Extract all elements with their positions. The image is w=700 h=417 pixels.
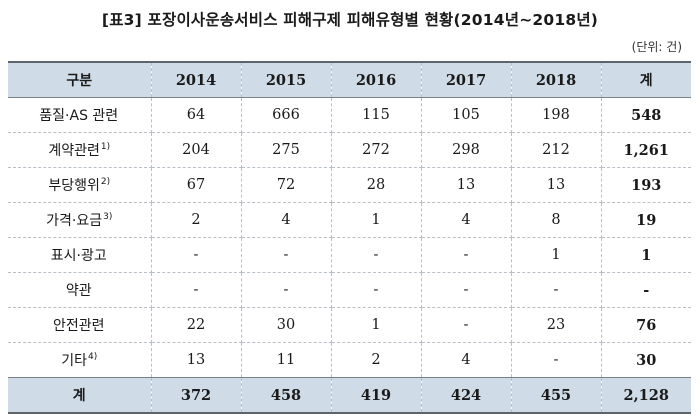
cell-value: - [421, 237, 512, 273]
row-label: 표시·광고 [8, 237, 152, 273]
cell-value: 298 [421, 132, 512, 168]
footnote-marker: 1) [100, 142, 111, 153]
header-category: 구분 [8, 61, 152, 98]
footnote-marker: 2) [100, 177, 111, 188]
cell-value: - [241, 272, 332, 308]
cell-value: 272 [331, 132, 422, 168]
row-label: 기타4) [8, 342, 152, 378]
unit-label: (단위: 건) [631, 40, 682, 54]
header-year-2017: 2017 [421, 61, 512, 98]
row-label-text: 가격·요금 [46, 213, 103, 229]
total-row-label: 계 [8, 377, 152, 414]
cell-value: 72 [241, 167, 332, 203]
table-row: 약관 - - - - - - [8, 272, 691, 308]
cell-value: 13 [511, 167, 602, 203]
cell-value: - [331, 237, 422, 273]
cell-row-total: 30 [601, 342, 691, 378]
cell-value: 8 [511, 202, 602, 238]
cell-value: 115 [331, 97, 422, 133]
cell-row-total: 19 [601, 202, 691, 238]
footnote-marker: 3) [103, 212, 113, 223]
cell-value: 4 [421, 342, 512, 378]
table-row: 표시·광고 - - - - 1 1 [8, 237, 691, 273]
cell-value: 64 [151, 97, 242, 133]
row-label: 약관 [8, 272, 152, 308]
cell-value: 1 [511, 237, 602, 273]
row-label: 부당행위2) [8, 167, 152, 203]
footnote-marker: 4) [88, 352, 98, 363]
cell-value: 13 [151, 342, 242, 378]
cell-value: 1 [331, 307, 422, 343]
cell-year-total: 372 [151, 377, 242, 414]
cell-year-total: 424 [421, 377, 512, 414]
cell-year-total: 419 [331, 377, 422, 414]
cell-value: 2 [331, 342, 422, 378]
header-year-2014: 2014 [151, 61, 242, 98]
cell-value: 4 [421, 202, 512, 238]
row-label-text: 부당행위 [48, 178, 100, 194]
header-total: 계 [601, 61, 691, 98]
cell-value: 13 [421, 167, 512, 203]
row-label: 안전관련 [8, 307, 152, 343]
cell-value: 275 [241, 132, 332, 168]
cell-grand-total: 2,128 [601, 377, 691, 414]
cell-row-total: 193 [601, 167, 691, 203]
row-label-text: 표시·광고 [50, 248, 107, 264]
cell-value: 30 [241, 307, 332, 343]
row-label-text: 약관 [65, 283, 92, 299]
table-header-row: 구분 2014 2015 2016 2017 2018 계 [8, 61, 691, 98]
cropped-footnote-area [0, 408, 700, 417]
row-label-text: 기타 [61, 353, 87, 369]
cell-value: - [511, 272, 602, 308]
cell-value: - [421, 272, 512, 308]
cell-row-total: 76 [601, 307, 691, 343]
cell-row-total: 1 [601, 237, 691, 273]
table-row: 가격·요금3) 2 4 1 4 8 19 [8, 202, 691, 238]
cell-value: - [151, 272, 242, 308]
cell-value: 204 [151, 132, 242, 168]
cell-value: 4 [241, 202, 332, 238]
table-row: 부당행위2) 67 72 28 13 13 193 [8, 167, 691, 203]
cell-value: 22 [151, 307, 242, 343]
table-row: 품질·AS 관련 64 666 115 105 198 548 [8, 97, 691, 133]
cell-row-total: - [601, 272, 691, 308]
table-row: 계약관련1) 204 275 272 298 212 1,261 [8, 132, 691, 168]
cell-row-total: 548 [601, 97, 691, 133]
header-year-2016: 2016 [331, 61, 422, 98]
cell-value: - [421, 307, 512, 343]
cell-row-total: 1,261 [601, 132, 691, 168]
row-label-text: 계약관련 [48, 143, 100, 159]
cell-value: 1 [331, 202, 422, 238]
cell-value: 11 [241, 342, 332, 378]
cell-value: - [331, 272, 422, 308]
cell-value: 666 [241, 97, 332, 133]
table-row: 안전관련 22 30 1 - 23 76 [8, 307, 691, 343]
cell-value: 212 [511, 132, 602, 168]
cell-value: 23 [511, 307, 602, 343]
cell-year-total: 458 [241, 377, 332, 414]
cell-value: - [241, 237, 332, 273]
row-label: 계약관련1) [8, 132, 152, 168]
cell-value: 105 [421, 97, 512, 133]
cell-value: - [511, 342, 602, 378]
header-year-2018: 2018 [511, 61, 602, 98]
row-label-text: 안전관련 [52, 318, 105, 334]
cell-value: 2 [151, 202, 242, 238]
cell-value: 28 [331, 167, 422, 203]
cell-value: 67 [151, 167, 242, 203]
table-total-row: 계 372 458 419 424 455 2,128 [8, 377, 691, 414]
row-label: 가격·요금3) [8, 202, 152, 238]
cell-value: 198 [511, 97, 602, 133]
cell-year-total: 455 [511, 377, 602, 414]
damage-type-table: 구분 2014 2015 2016 2017 2018 계 품질·AS 관련 6… [8, 61, 691, 414]
cell-value: - [151, 237, 242, 273]
row-label: 품질·AS 관련 [8, 97, 152, 133]
table-row: 기타4) 13 11 2 4 - 30 [8, 342, 691, 378]
header-year-2015: 2015 [241, 61, 332, 98]
table-title: [표3] 포장이사운송서비스 피해구제 피해유형별 현황(2014년~2018년… [101, 11, 599, 29]
row-label-text: 품질·AS 관련 [39, 108, 119, 124]
